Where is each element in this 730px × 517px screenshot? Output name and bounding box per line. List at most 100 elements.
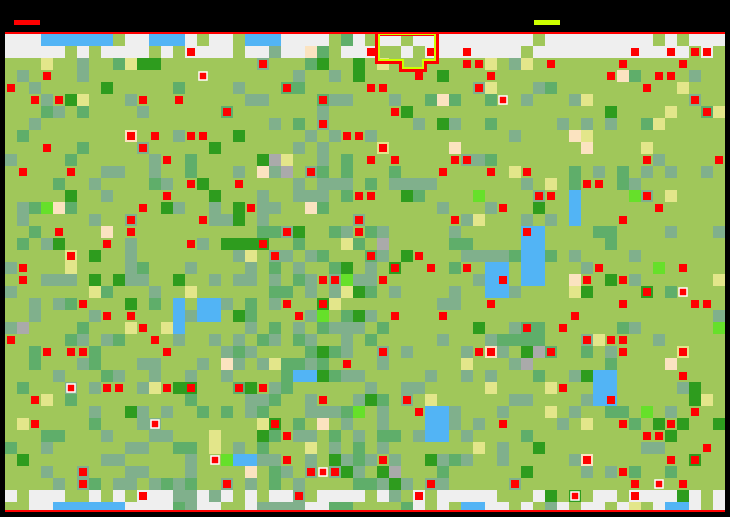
unit-marker[interactable] <box>654 479 664 489</box>
unit-marker[interactable] <box>463 60 471 68</box>
unit-marker[interactable] <box>607 396 615 404</box>
unit-marker[interactable] <box>523 324 531 332</box>
unit-marker[interactable] <box>283 456 291 464</box>
unit-marker[interactable] <box>547 60 555 68</box>
unit-marker[interactable] <box>139 204 147 212</box>
unit-marker[interactable] <box>679 264 687 272</box>
unit-marker[interactable] <box>463 264 471 272</box>
unit-marker[interactable] <box>103 384 111 392</box>
unit-marker[interactable] <box>391 156 399 164</box>
unit-marker[interactable] <box>271 420 279 428</box>
unit-marker[interactable] <box>415 72 423 80</box>
unit-marker[interactable] <box>427 48 435 56</box>
unit-marker[interactable] <box>487 168 495 176</box>
unit-marker[interactable] <box>367 84 375 92</box>
unit-marker[interactable] <box>331 468 339 476</box>
unit-marker[interactable] <box>163 192 171 200</box>
unit-marker[interactable] <box>691 408 699 416</box>
unit-marker[interactable] <box>583 276 591 284</box>
unit-marker[interactable] <box>367 192 375 200</box>
unit-marker[interactable] <box>715 156 723 164</box>
unit-marker[interactable] <box>403 396 411 404</box>
unit-marker[interactable] <box>583 336 591 344</box>
unit-marker[interactable] <box>210 455 220 465</box>
unit-marker[interactable] <box>523 168 531 176</box>
unit-marker[interactable] <box>691 96 699 104</box>
unit-marker[interactable] <box>619 468 627 476</box>
unit-marker[interactable] <box>43 72 51 80</box>
unit-marker[interactable] <box>283 84 291 92</box>
unit-marker[interactable] <box>463 48 471 56</box>
unit-marker[interactable] <box>667 456 675 464</box>
unit-marker[interactable] <box>7 336 15 344</box>
unit-marker[interactable] <box>79 480 87 488</box>
unit-marker[interactable] <box>607 72 615 80</box>
unit-marker[interactable] <box>127 228 135 236</box>
unit-marker[interactable] <box>43 144 51 152</box>
unit-marker[interactable] <box>187 240 195 248</box>
unit-marker[interactable] <box>595 180 603 188</box>
unit-marker[interactable] <box>667 420 675 428</box>
unit-marker[interactable] <box>127 216 135 224</box>
unit-marker[interactable] <box>247 204 255 212</box>
unit-marker[interactable] <box>379 144 387 152</box>
unit-marker[interactable] <box>163 156 171 164</box>
unit-marker[interactable] <box>31 420 39 428</box>
unit-marker[interactable] <box>307 468 315 476</box>
viewport-frame[interactable] <box>378 34 436 69</box>
unit-marker[interactable] <box>319 120 327 128</box>
unit-marker[interactable] <box>295 492 303 500</box>
unit-marker[interactable] <box>331 276 339 284</box>
unit-marker[interactable] <box>343 360 351 368</box>
unit-marker[interactable] <box>655 204 663 212</box>
unit-marker[interactable] <box>355 216 363 224</box>
unit-marker[interactable] <box>163 348 171 356</box>
unit-marker[interactable] <box>691 48 699 56</box>
unit-marker[interactable] <box>31 96 39 104</box>
unit-marker[interactable] <box>150 419 160 429</box>
unit-marker[interactable] <box>679 348 687 356</box>
unit-marker[interactable] <box>643 84 651 92</box>
unit-marker[interactable] <box>583 180 591 188</box>
unit-marker[interactable] <box>343 132 351 140</box>
unit-marker[interactable] <box>367 252 375 260</box>
unit-marker[interactable] <box>139 96 147 104</box>
unit-marker[interactable] <box>643 192 651 200</box>
unit-marker[interactable] <box>619 60 627 68</box>
unit-marker[interactable] <box>355 228 363 236</box>
unit-marker[interactable] <box>223 108 231 116</box>
unit-marker[interactable] <box>619 348 627 356</box>
unit-marker[interactable] <box>283 432 291 440</box>
unit-marker[interactable] <box>66 383 76 393</box>
unit-marker[interactable] <box>151 336 159 344</box>
unit-marker[interactable] <box>439 312 447 320</box>
unit-marker[interactable] <box>127 132 135 140</box>
unit-marker[interactable] <box>67 252 75 260</box>
unit-marker[interactable] <box>319 396 327 404</box>
unit-marker[interactable] <box>583 456 591 464</box>
unit-marker[interactable] <box>415 252 423 260</box>
unit-marker[interactable] <box>367 48 375 56</box>
unit-marker[interactable] <box>319 300 327 308</box>
unit-marker[interactable] <box>703 108 711 116</box>
unit-marker[interactable] <box>7 84 15 92</box>
unit-marker[interactable] <box>487 348 495 356</box>
unit-marker[interactable] <box>175 96 183 104</box>
unit-marker[interactable] <box>547 192 555 200</box>
unit-marker[interactable] <box>19 264 27 272</box>
unit-marker[interactable] <box>115 384 123 392</box>
unit-marker[interactable] <box>139 144 147 152</box>
unit-marker[interactable] <box>379 84 387 92</box>
unit-marker[interactable] <box>187 132 195 140</box>
unit-marker[interactable] <box>19 276 27 284</box>
unit-marker[interactable] <box>307 168 315 176</box>
unit-marker[interactable] <box>475 84 483 92</box>
map-canvas[interactable] <box>5 34 725 510</box>
unit-marker[interactable] <box>487 72 495 80</box>
unit-marker[interactable] <box>235 384 243 392</box>
unit-marker[interactable] <box>103 312 111 320</box>
unit-marker[interactable] <box>379 456 387 464</box>
unit-marker[interactable] <box>151 132 159 140</box>
unit-marker[interactable] <box>187 384 195 392</box>
unit-marker[interactable] <box>619 276 627 284</box>
